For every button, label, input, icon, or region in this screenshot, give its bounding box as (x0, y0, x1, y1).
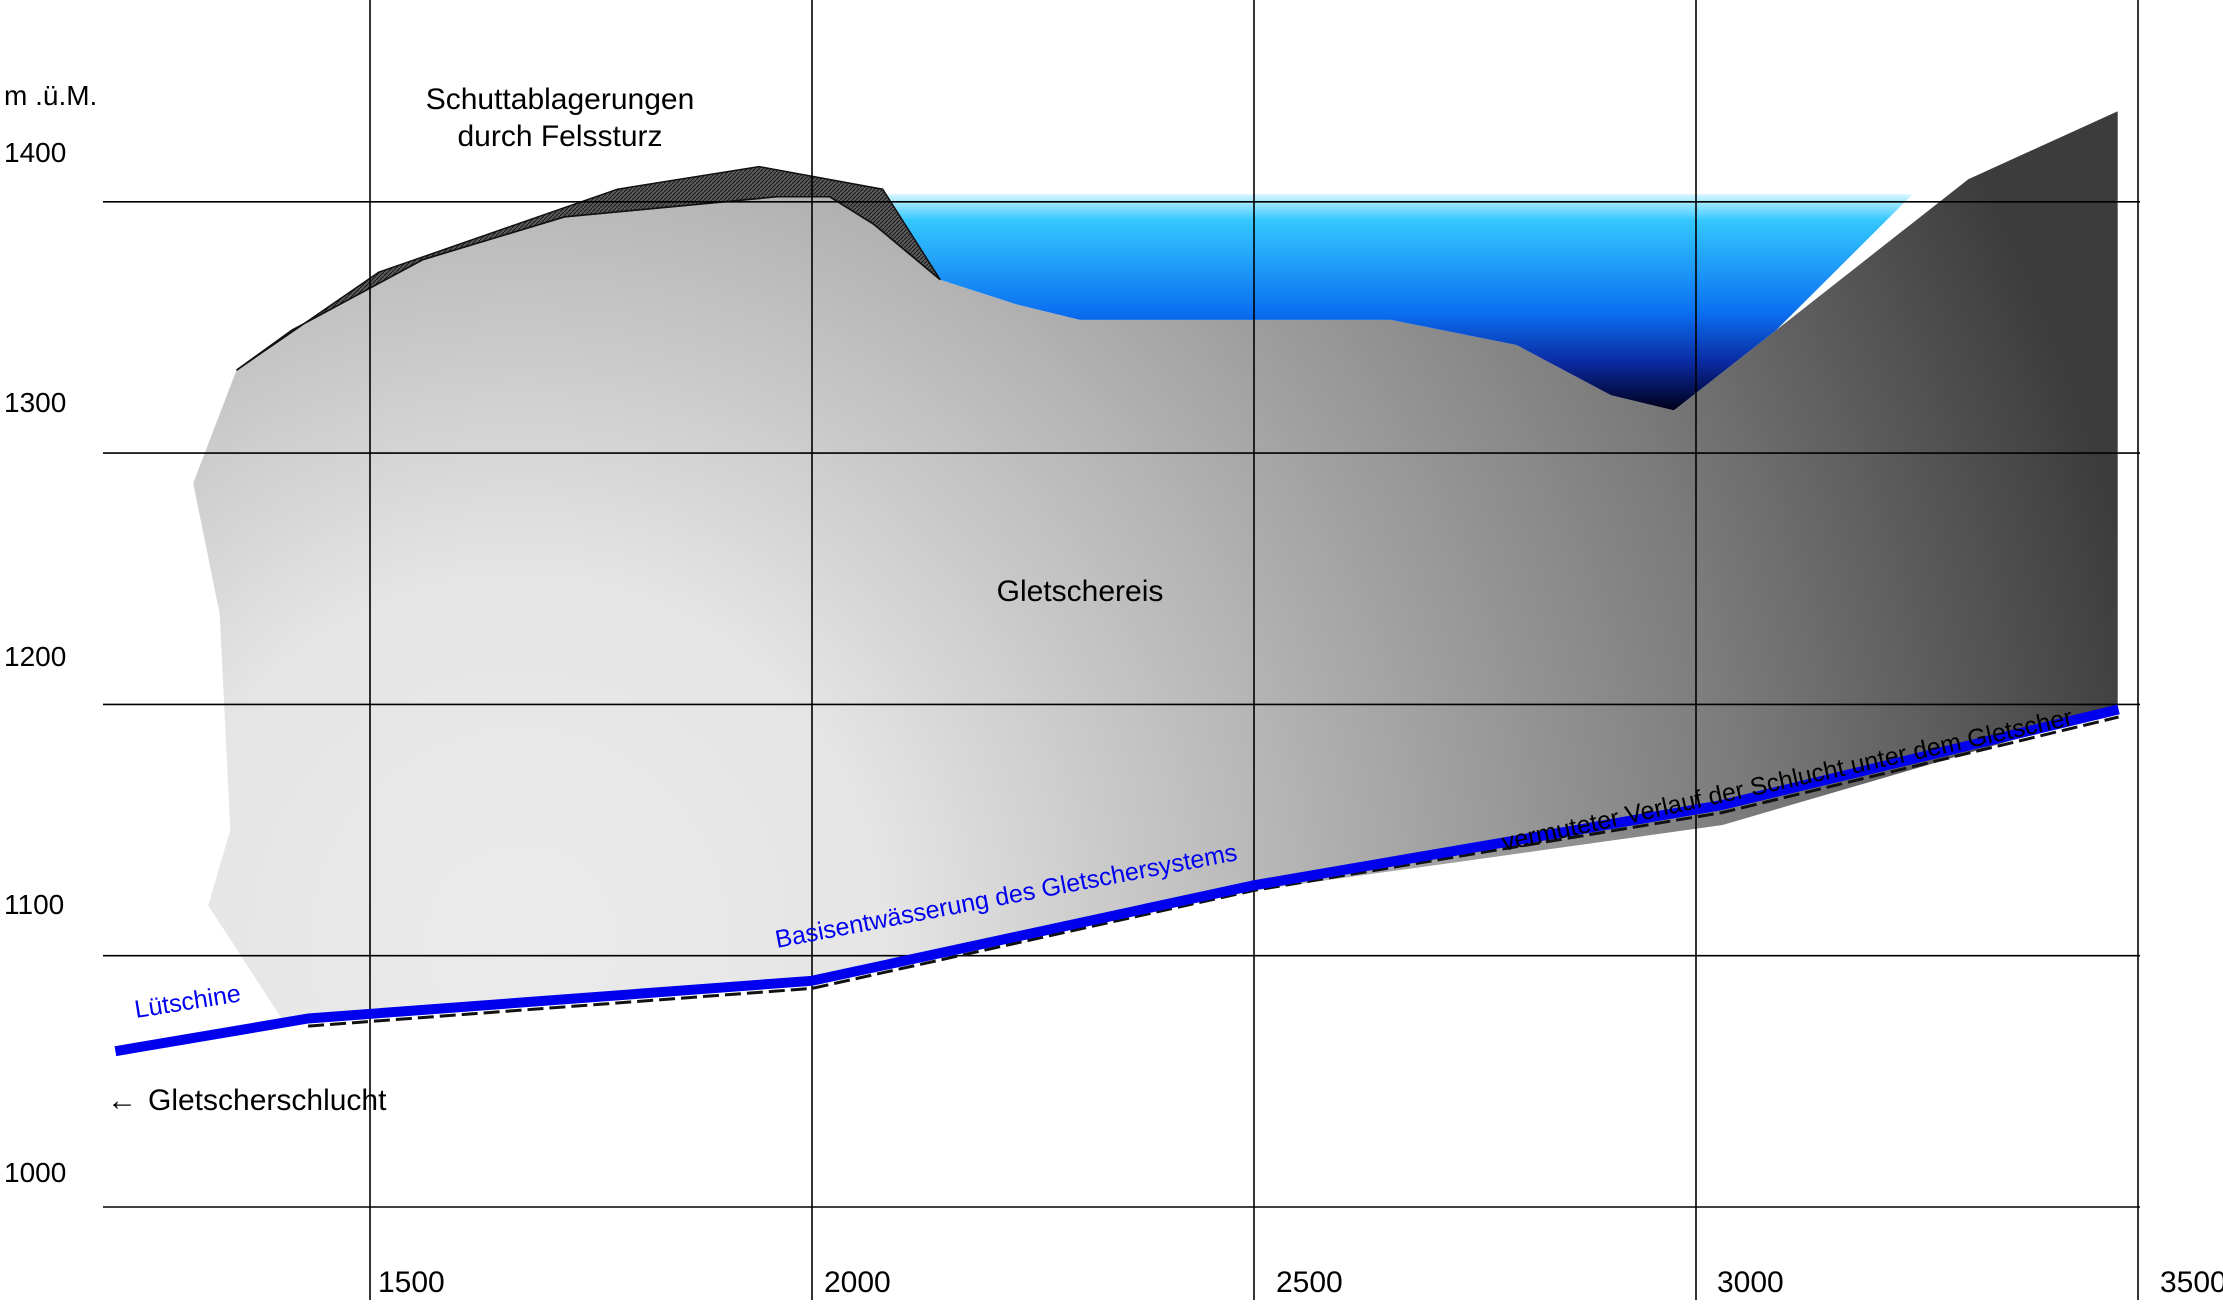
y-axis-title: m .ü.M. (4, 80, 97, 111)
arrow-left-icon: ← (107, 1084, 137, 1117)
x-tick-label-2500: 2500 (1276, 1266, 1343, 1299)
y-tick-label-1400: 1400 (4, 137, 66, 168)
glacier-lake-area (860, 194, 1913, 411)
y-tick-label-1200: 1200 (4, 641, 66, 672)
y-tick-label-1000: 1000 (4, 1157, 66, 1188)
river-label: Lütschine (133, 980, 243, 1024)
y-tick-label-1300: 1300 (4, 387, 66, 418)
x-tick-label-3000: 3000 (1717, 1266, 1784, 1299)
gorge-label: Gletscherschlucht (148, 1084, 387, 1117)
ice-surface-line (236, 196, 941, 371)
y-tick-label-1100: 1100 (4, 889, 64, 920)
x-tick-label-1500: 1500 (378, 1266, 445, 1299)
debris-label-line2: durch Felssturz (457, 120, 662, 153)
x-tick-label-2000: 2000 (824, 1266, 891, 1299)
ice-label: Gletschereis (997, 575, 1164, 608)
river-line (114, 704, 2120, 1057)
debris-label-line1: Schuttablagerungen (426, 83, 695, 116)
glacier-ice-area (193, 111, 2118, 1019)
x-tick-label-3500: 3500 (2160, 1266, 2223, 1299)
